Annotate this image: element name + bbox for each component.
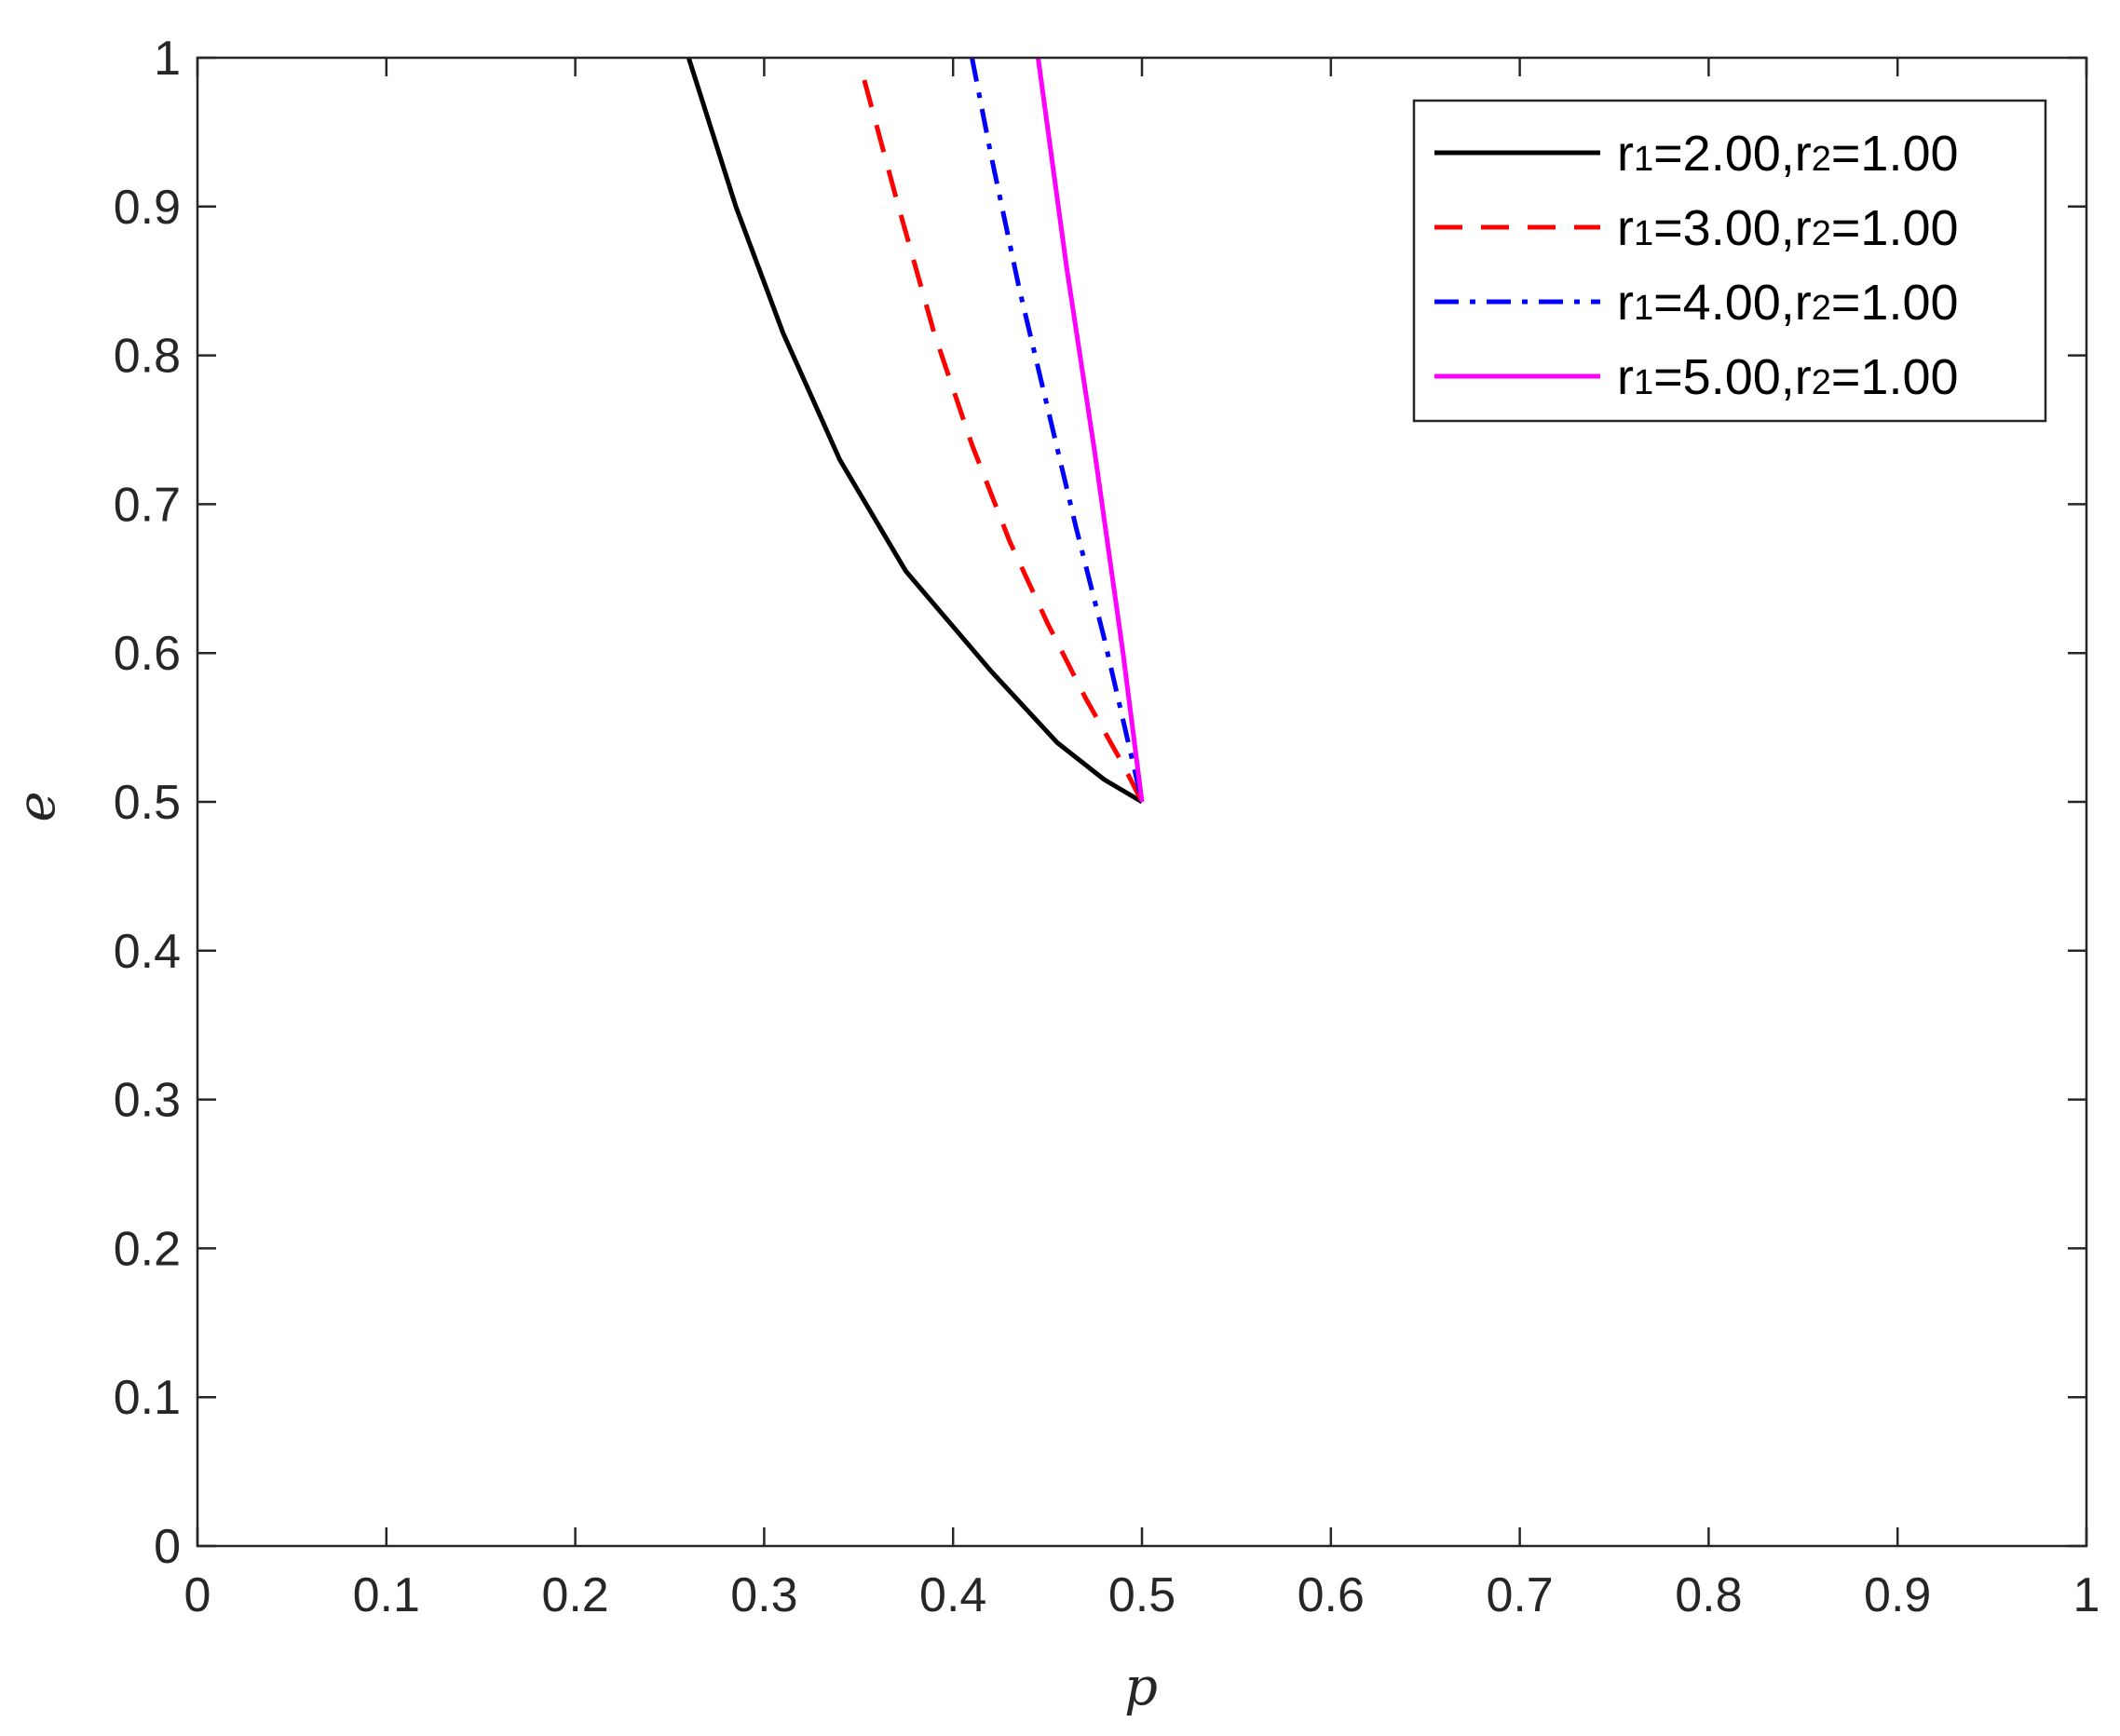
- x-tick-label: 0.5: [1108, 1568, 1176, 1622]
- x-axis-label: p: [1124, 1657, 1158, 1717]
- y-tick-label: 0.1: [114, 1371, 181, 1425]
- y-tick-label: 0.4: [114, 925, 181, 979]
- x-tick-label: 0.9: [1864, 1568, 1931, 1622]
- legend-label-3: r1=4.00,r2=1.00: [1617, 275, 1959, 331]
- legend: r1=2.00,r2=1.00 r1=3.00,r2=1.00 r1=4.00,r2…: [1412, 99, 2047, 423]
- y-tick-label: 0.6: [114, 627, 181, 681]
- y-tick-label: 0.2: [114, 1222, 181, 1276]
- y-tick-label: 1: [154, 32, 181, 86]
- y-axis-label: e: [7, 791, 67, 821]
- x-tick-label: 0.1: [353, 1568, 420, 1622]
- y-tick-label: 0.7: [114, 478, 181, 532]
- x-tick-label: 1: [2073, 1568, 2100, 1622]
- series-line-4: [1036, 58, 1145, 803]
- chart-marks: [686, 58, 1145, 805]
- y-tick-label: 0.3: [114, 1074, 181, 1128]
- legend-label-4: r1=5.00,r2=1.00: [1617, 349, 1959, 405]
- y-tick-label: 0.8: [114, 330, 181, 384]
- x-tick-label: 0.2: [541, 1568, 608, 1622]
- series-line-2: [862, 79, 1145, 804]
- series-line-3: [970, 58, 1145, 803]
- series-line-1: [686, 58, 1144, 805]
- y-tick-label: 0.9: [114, 181, 181, 235]
- x-tick-label: 0.7: [1486, 1568, 1553, 1622]
- x-tick-label: 0.6: [1298, 1568, 1365, 1622]
- x-tick-label: 0: [184, 1568, 211, 1622]
- y-tick-label: 0.5: [114, 776, 181, 830]
- legend-label-1: r1=2.00,r2=1.00: [1617, 126, 1959, 182]
- x-tick-label: 0.3: [730, 1568, 797, 1622]
- chart-axes: 0 0.1 0.2 0.3 0.4 0.5 0.6 0.7 0.8 0.9 1 0 0.1 0.2 0.3 0…: [114, 32, 2100, 1622]
- y-tick-label: 0: [154, 1520, 181, 1574]
- legend-label-2: r1=3.00,r2=1.00: [1617, 200, 1959, 256]
- x-tick-label: 0.4: [919, 1568, 986, 1622]
- x-tick-label: 0.8: [1675, 1568, 1742, 1622]
